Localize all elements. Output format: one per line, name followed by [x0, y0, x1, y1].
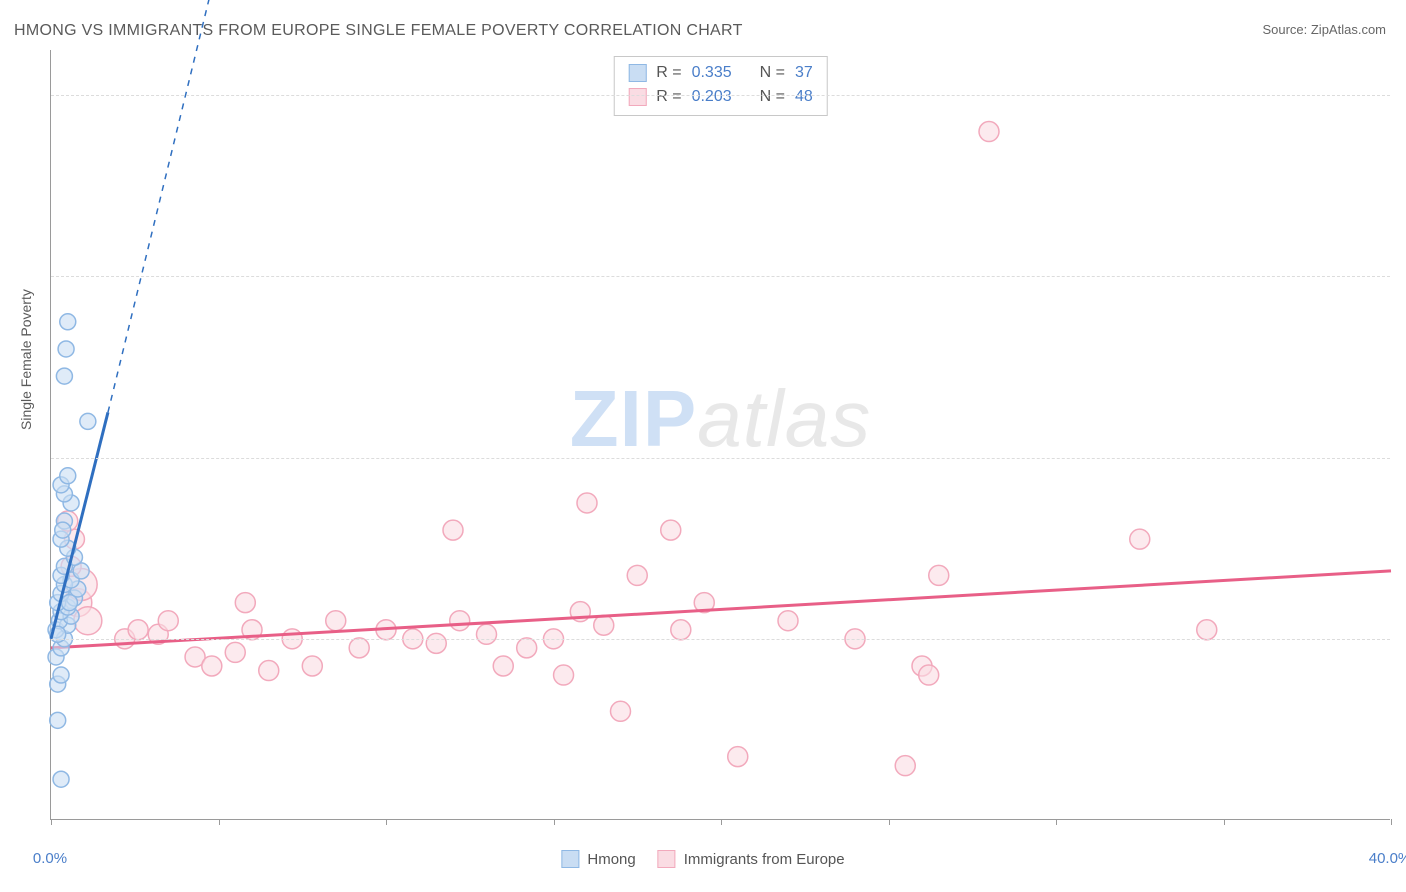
legend-swatch [658, 850, 676, 868]
data-point [128, 620, 148, 640]
data-point [728, 747, 748, 767]
gridline [51, 639, 1390, 640]
data-point [53, 771, 69, 787]
source-label: Source: ZipAtlas.com [1262, 22, 1386, 37]
data-point [202, 656, 222, 676]
data-point [554, 665, 574, 685]
stats-row: R = 0.203 N = 48 [628, 85, 813, 109]
data-point [259, 661, 279, 681]
x-tick [721, 819, 722, 825]
data-point [349, 638, 369, 658]
data-point [158, 611, 178, 631]
y-tick-label: 80.0% [1395, 87, 1406, 104]
x-tick [51, 819, 52, 825]
data-point [60, 468, 76, 484]
data-point [443, 520, 463, 540]
data-point [611, 701, 631, 721]
data-point [53, 667, 69, 683]
y-tick-label: 40.0% [1395, 449, 1406, 466]
data-point [517, 638, 537, 658]
legend-swatch [628, 88, 646, 106]
data-point [61, 595, 77, 611]
series-legend: Hmong Immigrants from Europe [561, 850, 844, 868]
data-point [627, 565, 647, 585]
gridline [51, 458, 1390, 459]
data-point [929, 565, 949, 585]
r-label: R = [656, 85, 681, 109]
n-label: N = [760, 85, 785, 109]
r-value: 0.203 [692, 85, 732, 109]
legend-label: Hmong [587, 851, 635, 868]
data-point [477, 624, 497, 644]
x-tick [219, 819, 220, 825]
x-tick [386, 819, 387, 825]
legend-item: Immigrants from Europe [658, 850, 845, 868]
n-value: 48 [795, 85, 813, 109]
legend-swatch [561, 850, 579, 868]
x-tick [1056, 819, 1057, 825]
data-point [326, 611, 346, 631]
data-point [235, 593, 255, 613]
legend-item: Hmong [561, 850, 635, 868]
data-point [671, 620, 691, 640]
data-point [302, 656, 322, 676]
data-point [493, 656, 513, 676]
trend-line-extrapolated [108, 0, 252, 412]
n-value: 37 [795, 61, 813, 85]
data-point [58, 341, 74, 357]
data-point [895, 756, 915, 776]
scatter-svg [51, 50, 1390, 819]
data-point [60, 314, 76, 330]
plot-area: ZIPatlas R =0.335N =37R =0.203N =48 20.0… [50, 50, 1390, 820]
data-point [979, 122, 999, 142]
data-point [1197, 620, 1217, 640]
legend-swatch [628, 64, 646, 82]
n-label: N = [760, 61, 785, 85]
data-point [80, 413, 96, 429]
stats-row: R = 0.335 N = 37 [628, 61, 813, 85]
data-point [225, 642, 245, 662]
y-tick-label: 20.0% [1395, 630, 1406, 647]
data-point [577, 493, 597, 513]
y-tick-label: 60.0% [1395, 268, 1406, 285]
x-tick-label: 0.0% [33, 850, 67, 867]
data-point [1130, 529, 1150, 549]
gridline [51, 276, 1390, 277]
x-tick [1391, 819, 1392, 825]
x-tick [554, 819, 555, 825]
data-point [56, 368, 72, 384]
legend-label: Immigrants from Europe [684, 851, 845, 868]
data-point [55, 522, 71, 538]
data-point [778, 611, 798, 631]
data-point [661, 520, 681, 540]
data-point [594, 615, 614, 635]
chart-title: HMONG VS IMMIGRANTS FROM EUROPE SINGLE F… [14, 22, 743, 40]
y-axis-label: Single Female Poverty [18, 289, 34, 430]
x-tick [1224, 819, 1225, 825]
x-tick-label: 40.0% [1369, 850, 1406, 867]
gridline [51, 95, 1390, 96]
x-tick [889, 819, 890, 825]
data-point [426, 633, 446, 653]
data-point [50, 712, 66, 728]
data-point [450, 611, 470, 631]
stats-legend: R = 0.335 N = 37 R = 0.203 N = 48 [613, 56, 828, 116]
r-value: 0.335 [692, 61, 732, 85]
data-point [919, 665, 939, 685]
r-label: R = [656, 61, 681, 85]
